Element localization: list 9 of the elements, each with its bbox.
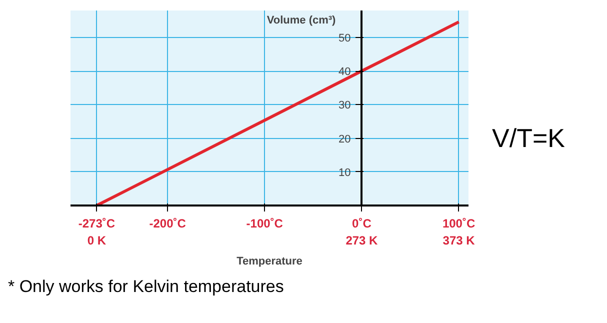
x-axis-title: Temperature xyxy=(236,255,302,268)
x-tick-label: -200˚C xyxy=(149,216,186,230)
x-tick-label: 0˚C 273 K xyxy=(346,216,378,248)
x-tick-label: -273˚C 0 K xyxy=(78,216,116,248)
x-tick-label: -100˚C xyxy=(246,216,284,230)
x-tick-label: 100˚C 373 K xyxy=(442,216,476,248)
text: * Only works for Kelvin temperatures xyxy=(8,276,284,298)
text: V/T=K xyxy=(492,122,565,155)
y-axis-title: Volume (cm³) xyxy=(266,14,336,26)
